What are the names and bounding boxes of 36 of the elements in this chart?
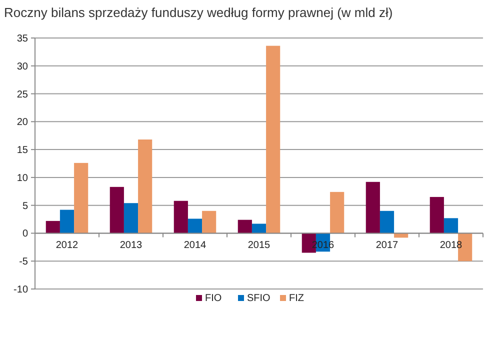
legend-label: SFIO [247,293,271,304]
y-tick-label: 20 [16,117,28,128]
bar [124,203,138,234]
bar [366,182,380,234]
x-tick-label: 2017 [376,240,399,252]
y-tick-label: 15 [16,145,28,156]
bar [266,46,280,234]
y-tick-label: -5 [19,256,28,268]
y-tick-label: 5 [22,200,28,212]
y-tick-label: 25 [16,89,28,100]
y-tick-label: 35 [16,34,28,44]
bar [110,186,124,234]
y-tick-label: 10 [16,172,28,184]
x-tick-label: 2014 [184,240,207,252]
bar [60,210,74,234]
bar [238,220,252,234]
bar [330,192,344,234]
x-tick-label: 2012 [56,240,79,252]
bar [444,218,458,234]
bar [46,220,60,234]
bar [74,162,88,234]
legend-label: FIO [205,293,222,304]
y-tick-label: 0 [22,228,28,240]
y-tick-label: 30 [16,61,28,72]
bar [174,200,188,234]
bar [252,224,266,234]
bar [430,196,444,234]
y-tick-label: -10 [14,284,28,296]
bar [380,210,394,234]
bar [202,210,216,234]
x-tick-label: 2015 [248,240,271,252]
bar [188,218,202,234]
legend-label: FIZ [289,293,304,304]
bar [138,140,152,234]
x-tick-label: 2013 [120,240,143,252]
chart-title: Roczny bilans sprzedaży funduszy według formy prawnej (w mld zł) [4,5,393,20]
